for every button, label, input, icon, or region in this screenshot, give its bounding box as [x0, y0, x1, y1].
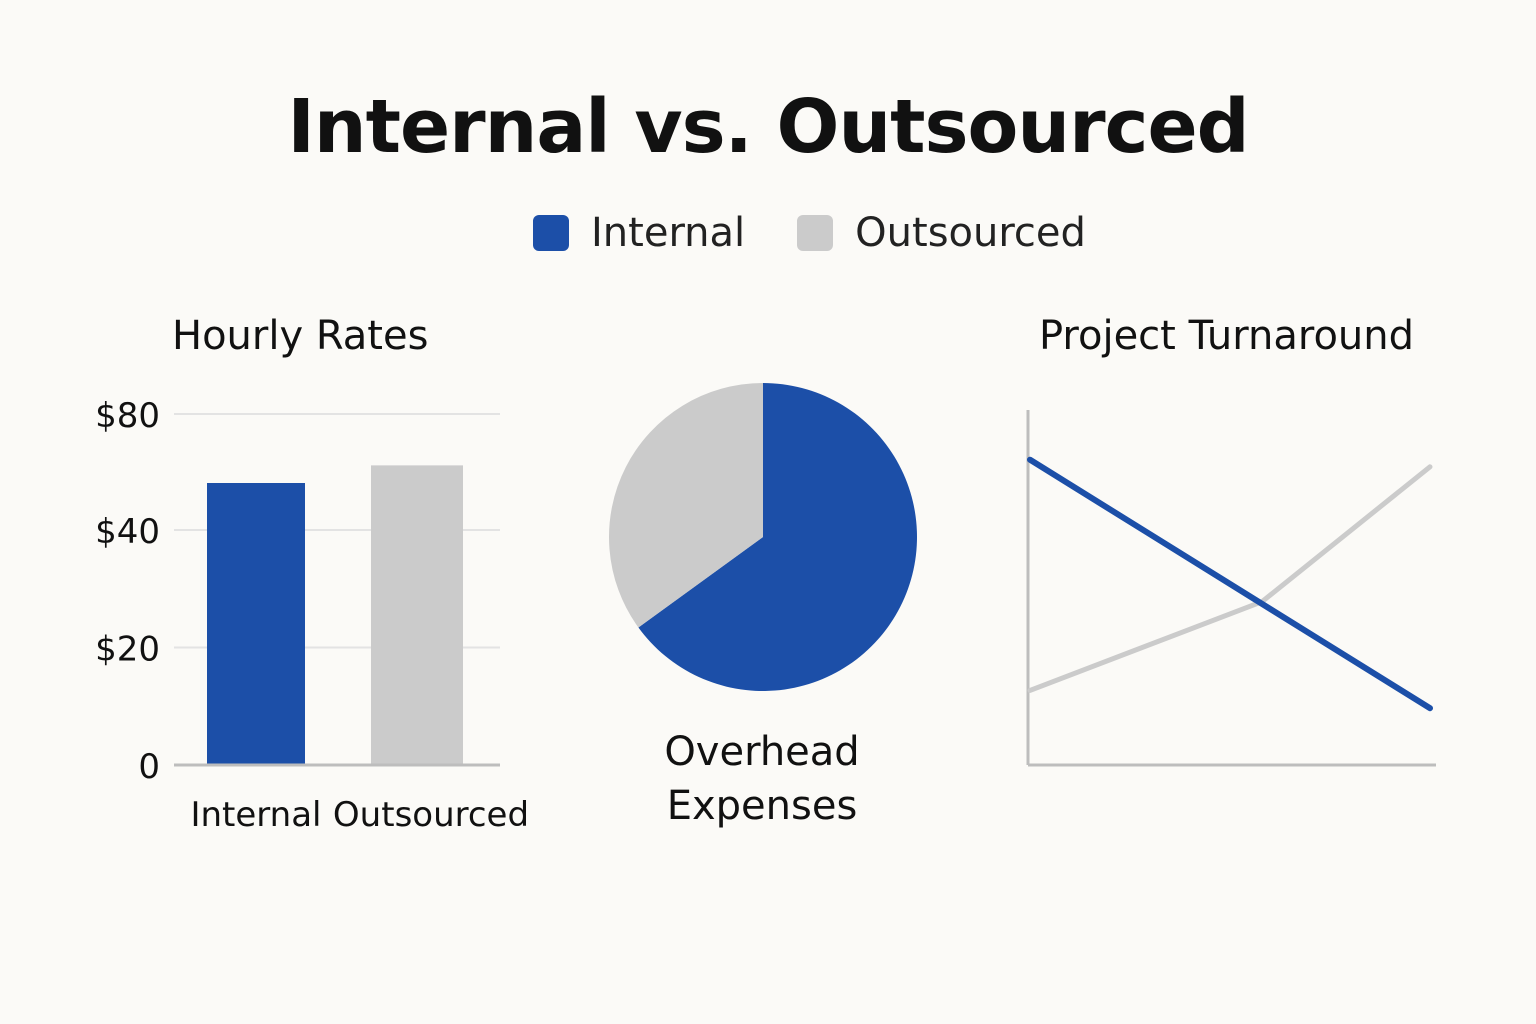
legend: Internal Outsourced [533, 208, 1138, 258]
legend-swatch-internal [533, 215, 569, 251]
y-tick-label: $80 [95, 396, 160, 436]
y-tick-label: $40 [95, 512, 160, 552]
legend-item-outsourced: Outsourced [797, 210, 1086, 256]
pie-slice-outsourced [609, 383, 763, 628]
line-series-internal [1027, 456, 1433, 712]
y-tick-label: 0 [138, 747, 160, 787]
x-tick-label: Outsourced [333, 795, 529, 835]
bar-chart: 0 $20 $40 $80 Internal Outsourced [95, 396, 529, 835]
legend-label-outsourced: Outsourced [855, 210, 1086, 256]
pie-chart-title: Overhead Expenses [664, 729, 860, 829]
bar-chart-title: Hourly Rates [172, 313, 429, 359]
bar-outsourced [371, 465, 463, 765]
x-tick-label: Internal [190, 795, 321, 835]
legend-label-internal: Internal [591, 210, 746, 256]
y-tick-label: $20 [95, 630, 160, 670]
page-title: Internal vs. Outsourced [287, 84, 1249, 170]
line-chart-title: Project Turnaround [1039, 313, 1415, 359]
legend-swatch-outsourced [797, 215, 834, 251]
line-chart [1026, 410, 1436, 767]
legend-item-internal: Internal [533, 210, 745, 256]
pie-chart [609, 383, 918, 692]
bar-internal [207, 483, 305, 765]
pie-slice-internal [638, 383, 918, 692]
